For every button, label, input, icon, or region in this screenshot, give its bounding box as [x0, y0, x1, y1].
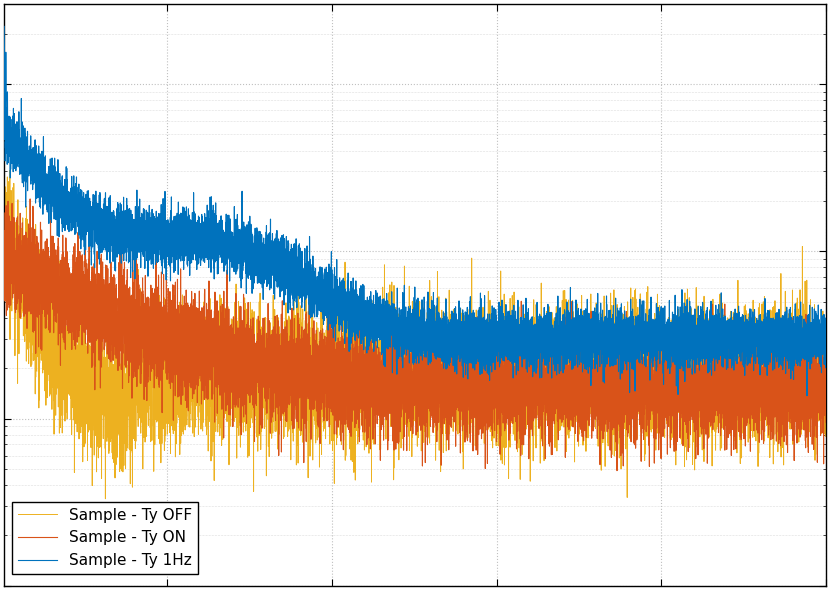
Sample - Ty 1Hz: [401, 323, 411, 330]
Sample - Ty 1Hz: [0, 23, 9, 30]
Sample - Ty OFF: [33, 337, 43, 345]
Sample - Ty ON: [2, 300, 12, 307]
Sample - Ty OFF: [160, 432, 170, 439]
Sample - Ty OFF: [2, 195, 12, 202]
Line: Sample - Ty 1Hz: Sample - Ty 1Hz: [4, 27, 826, 396]
Sample - Ty OFF: [778, 389, 788, 396]
Sample - Ty 1Hz: [778, 336, 788, 343]
Sample - Ty ON: [401, 356, 411, 363]
Sample - Ty OFF: [48, 312, 58, 319]
Line: Sample - Ty ON: Sample - Ty ON: [4, 199, 826, 471]
Sample - Ty ON: [612, 467, 622, 474]
Sample - Ty OFF: [100, 495, 110, 502]
Sample - Ty OFF: [0, 242, 9, 249]
Sample - Ty 1Hz: [160, 234, 170, 241]
Sample - Ty 1Hz: [33, 167, 43, 174]
Sample - Ty 1Hz: [2, 143, 12, 150]
Sample - Ty 1Hz: [821, 326, 830, 333]
Sample - Ty ON: [48, 289, 58, 296]
Sample - Ty ON: [160, 310, 170, 317]
Sample - Ty OFF: [821, 373, 830, 381]
Sample - Ty ON: [33, 251, 43, 258]
Sample - Ty 1Hz: [802, 392, 812, 399]
Sample - Ty OFF: [5, 167, 15, 174]
Sample - Ty 1Hz: [48, 195, 58, 202]
Sample - Ty ON: [821, 419, 830, 426]
Line: Sample - Ty OFF: Sample - Ty OFF: [4, 171, 826, 499]
Sample - Ty OFF: [401, 404, 411, 411]
Sample - Ty ON: [0, 209, 9, 217]
Sample - Ty ON: [778, 356, 788, 363]
Legend: Sample - Ty OFF, Sample - Ty ON, Sample - Ty 1Hz: Sample - Ty OFF, Sample - Ty ON, Sample …: [12, 502, 198, 574]
Sample - Ty ON: [25, 195, 35, 202]
